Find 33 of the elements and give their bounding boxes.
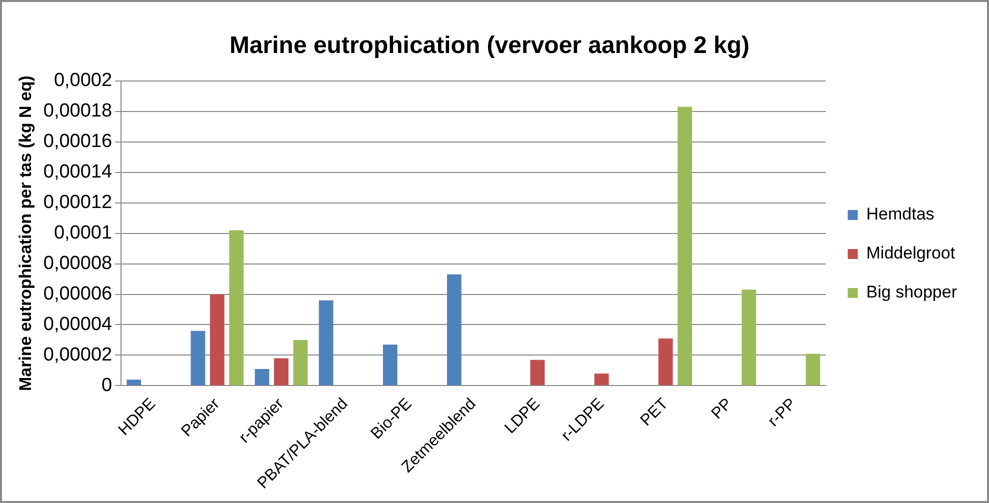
y-tick-label: 0,00006 [43,283,112,304]
y-tick-label: 0,0001 [54,222,112,244]
y-tick-label: 0,00008 [43,252,112,274]
x-tick-label: PP [708,395,736,423]
bar [318,300,334,386]
bar [210,294,224,386]
bar [447,274,462,386]
y-tick-label: 0,00004 [43,314,113,335]
bar [530,360,545,386]
chart-title: Marine eutrophication (vervoer aankoop 2 kg) [229,32,750,60]
bar [254,368,270,386]
y-tick-label: 0,0002 [54,70,112,92]
y-tick-label: 0,00002 [43,344,112,366]
bar [293,340,308,386]
bar [274,358,288,386]
bar [126,380,142,386]
legend-label: Middelgroot [866,244,956,263]
bar [806,354,820,386]
legend-label: Hemdtas [866,204,934,224]
bar [678,106,692,386]
bar [382,344,398,386]
bar [190,330,206,386]
bar [658,338,673,386]
y-tick-label: 0,00012 [43,192,112,214]
bar [229,230,244,386]
y-tick-label: 0,00018 [43,100,112,122]
legend-label: Big shopper [866,282,958,302]
y-tick-label: 0,00016 [43,131,112,152]
y-tick-label: 0,00014 [43,162,113,183]
y-axis-title: Marine eutrophication per tas (kg N eq) [16,76,35,392]
y-tick-label: 0 [102,374,112,396]
bar [742,290,756,386]
bar [594,374,609,386]
